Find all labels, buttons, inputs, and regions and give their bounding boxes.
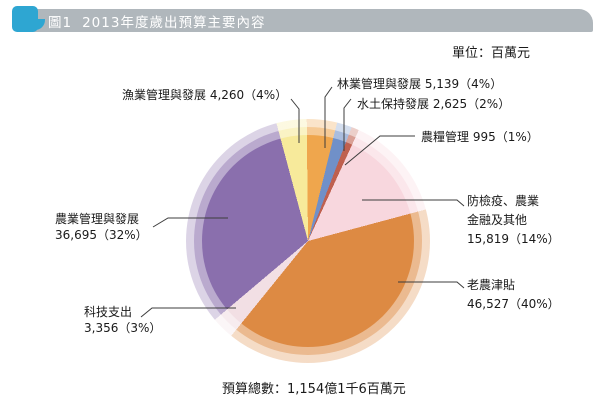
figure-marker-icon [12, 6, 45, 32]
total-note: 預算總數：1,154億1千6百萬元 [222, 382, 406, 397]
callout-line: 農業管理與發展 [55, 212, 140, 226]
callout-line: 46,527（40%） [467, 297, 560, 311]
callout-line: 農糧管理 995（1%） [421, 130, 539, 144]
callout-line: 老農津貼 [467, 278, 516, 292]
callout-elderly: 老農津貼 46,527（40%） [467, 276, 560, 314]
page-title: 圖1 2013年度歲出預算主要內容 [48, 11, 265, 31]
figure-title: 2013年度歲出預算主要內容 [82, 14, 266, 31]
callout-line: 林業管理與發展 5,139（4%） [337, 77, 503, 91]
callout-line: 36,695（32%） [55, 228, 148, 242]
callout-line: 3,356（3%） [84, 321, 162, 335]
callout-line: 漁業管理與發展 4,260（4%） [122, 88, 288, 102]
callout-soil: 水土保持發展 2,625（2%） [357, 96, 510, 112]
callout-tech: 科技支出 3,356（3%） [84, 304, 161, 336]
callout-line: 防檢疫、農業 [467, 194, 540, 208]
callout-line: 科技支出 [84, 305, 133, 319]
unit-note: 單位：百萬元 [452, 46, 531, 61]
callout-grain: 農糧管理 995（1%） [421, 129, 539, 145]
callout-forestry: 林業管理與發展 5,139（4%） [337, 76, 502, 92]
figure-number: 圖1 [48, 14, 73, 31]
pie-chart [202, 135, 414, 347]
callout-line: 金融及其他 [467, 213, 528, 227]
callout-line: 15,819（14%） [467, 232, 560, 246]
callout-agri: 農業管理與發展 36,695（32%） [55, 211, 148, 243]
title-bar: 圖1 2013年度歲出預算主要內容 [24, 9, 593, 32]
callout-quarantine: 防檢疫、農業 金融及其他 15,819（14%） [467, 192, 560, 249]
callout-fishery: 漁業管理與發展 4,260（4%） [122, 87, 287, 103]
callout-line: 水土保持發展 2,625（2%） [357, 97, 511, 111]
